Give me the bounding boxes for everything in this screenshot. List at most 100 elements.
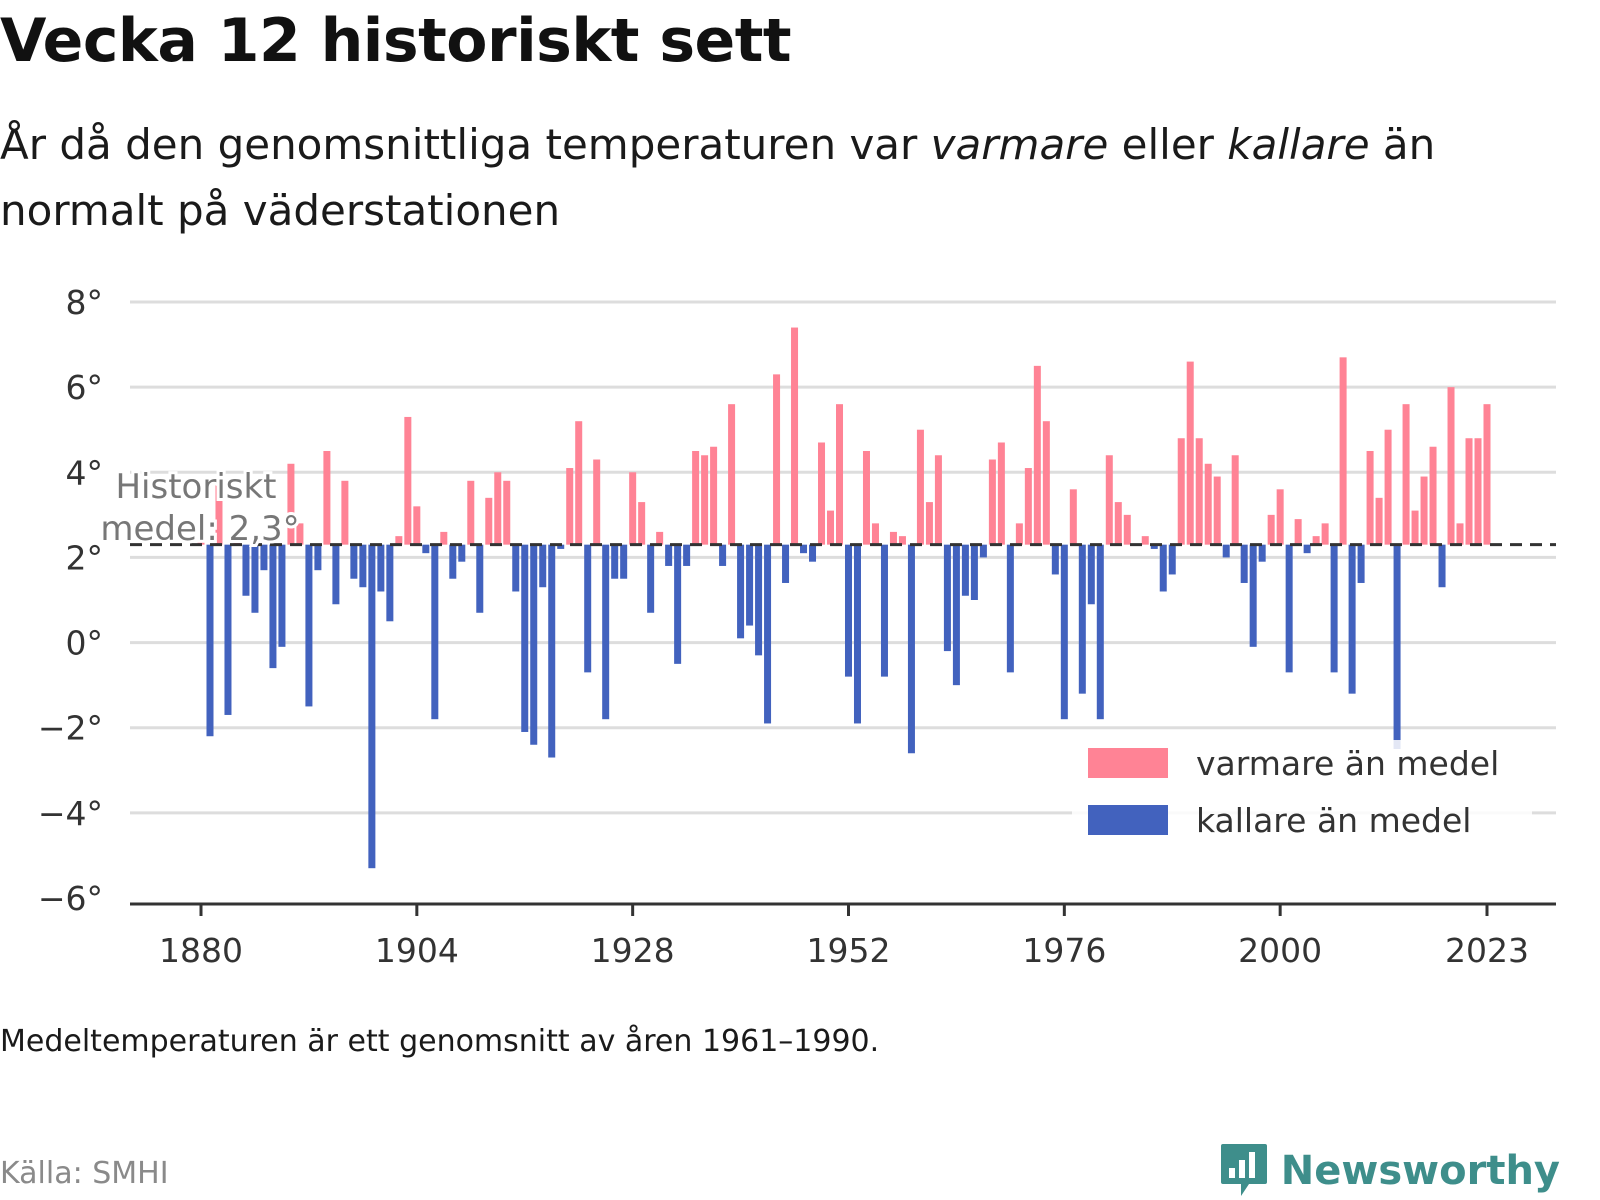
subtitle-warmer: varmare: [930, 120, 1109, 169]
bar-cold: [557, 544, 565, 549]
legend-cold-label: kallare än medel: [1196, 801, 1471, 840]
bar-warm: [287, 463, 295, 545]
bar-cold: [530, 544, 538, 745]
x-tick-label: 1952: [807, 931, 891, 970]
bar-cold: [907, 544, 915, 754]
bar-cold: [1051, 544, 1059, 575]
bar-cold: [1240, 544, 1248, 583]
bar-warm: [215, 480, 223, 545]
bar-cold: [386, 544, 394, 622]
bar-cold: [853, 544, 861, 724]
bar-cold: [314, 544, 322, 571]
bar-warm: [341, 480, 349, 545]
bar-cold: [278, 544, 286, 647]
bar-cold: [431, 544, 439, 720]
bar-warm: [1447, 387, 1455, 545]
bar-warm: [1186, 361, 1194, 545]
bar-warm: [916, 429, 924, 545]
bar-warm: [836, 404, 844, 545]
y-tick-label: −6°: [38, 879, 103, 918]
x-tick-label: 2000: [1238, 931, 1322, 970]
bar-warm: [988, 459, 996, 545]
bar-warm: [413, 506, 421, 545]
bar-cold: [1159, 544, 1167, 592]
page-title: Vecka 12 historiskt sett: [0, 6, 792, 76]
bar-warm: [575, 421, 583, 545]
subtitle-part-1: År då den genomsnittliga temperaturen va…: [0, 120, 931, 169]
x-tick-label: 2023: [1445, 931, 1529, 970]
bar-warm: [1213, 476, 1221, 545]
y-tick-label: −4°: [38, 794, 103, 833]
bar-warm: [1141, 536, 1149, 545]
bar-cold: [674, 544, 682, 664]
bar-cold: [647, 544, 655, 613]
bar-cold: [737, 544, 745, 639]
bar-cold: [665, 544, 673, 566]
bar-warm: [1276, 489, 1284, 545]
bar-cold: [620, 544, 628, 579]
bar-warm: [1411, 510, 1419, 545]
bar-cold: [1348, 544, 1356, 694]
bar-cold: [260, 544, 268, 571]
bar-warm: [1420, 476, 1428, 545]
bar-warm: [1321, 523, 1329, 545]
bar-warm: [629, 472, 637, 545]
bar-cold: [539, 544, 547, 588]
bar-cold: [880, 544, 888, 677]
bar-warm: [898, 536, 906, 545]
bar-cold: [844, 544, 852, 677]
bar-cold: [764, 544, 772, 724]
bar-warm: [197, 531, 205, 545]
bar-warm: [871, 523, 879, 545]
bar-warm: [1123, 514, 1131, 545]
y-tick-label: 4°: [66, 453, 104, 492]
bar-warm: [889, 531, 897, 545]
legend-cold-swatch: [1088, 805, 1168, 835]
bar-cold: [746, 544, 754, 626]
bar-cold: [206, 544, 214, 737]
bar-cold: [1168, 544, 1176, 575]
bar-cold: [476, 544, 484, 613]
x-tick-label: 1976: [1022, 931, 1106, 970]
y-tick-label: 2°: [66, 538, 104, 577]
x-axis-ticks: 1880 1904 1928 1952 1976 2000 2023: [159, 904, 1529, 970]
bar-warm: [997, 442, 1005, 545]
bar-warm: [494, 472, 502, 545]
bar-warm: [1069, 489, 1077, 545]
bar-cold: [1438, 544, 1446, 588]
bar-cold: [755, 544, 763, 656]
bar-warm: [925, 502, 933, 545]
bar-warm: [1429, 446, 1437, 545]
bar-cold: [422, 544, 430, 554]
y-axis-ticks: 8° 6° 4° 2° 0° −2° −4° −6°: [38, 283, 103, 918]
bar-warm: [1114, 502, 1122, 545]
bar-warm: [1042, 421, 1050, 545]
bar-warm: [818, 442, 826, 545]
bar-cold: [809, 544, 817, 562]
bar-cold: [242, 544, 250, 596]
bar-warm: [1015, 523, 1023, 545]
bar-warm: [692, 451, 700, 545]
bar-warm: [773, 374, 781, 545]
bar-warm: [1267, 514, 1275, 545]
bar-cold: [961, 544, 969, 596]
bar-cold: [1150, 544, 1158, 549]
bar-warm: [1105, 455, 1113, 545]
legend-warm-label: varmare än medel: [1196, 744, 1499, 783]
bar-warm: [1033, 365, 1041, 545]
bar-warm: [638, 502, 646, 545]
bar-cold: [943, 544, 951, 652]
bar-cold: [1393, 544, 1401, 749]
y-tick-label: −2°: [38, 709, 103, 748]
bar-warm: [791, 327, 799, 545]
bar-cold: [952, 544, 960, 686]
bar-warm: [728, 404, 736, 545]
bar-warm: [1384, 429, 1392, 545]
bar-warm: [710, 446, 718, 545]
source-label: Källa: SMHI: [0, 1156, 169, 1191]
bar-warm: [1483, 404, 1491, 545]
bar-cold: [611, 544, 619, 579]
bar-warm: [1231, 455, 1239, 545]
bar-cold: [584, 544, 592, 673]
bar-warm: [1339, 357, 1347, 545]
